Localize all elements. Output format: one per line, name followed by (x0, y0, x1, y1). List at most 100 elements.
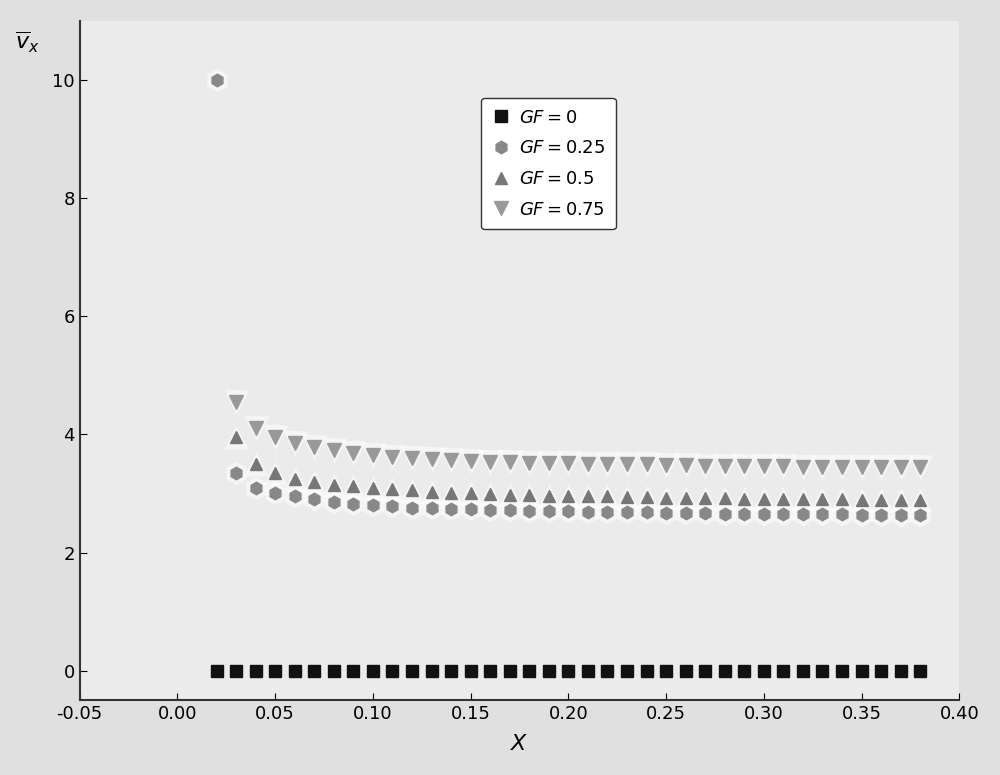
$GF = 0.75$ (269, 432, 281, 442)
$GF = 0.25$ (856, 510, 868, 519)
$GF = 0.25$ (660, 508, 672, 518)
$GF = 0.5$ (543, 491, 555, 501)
$GF = 0.5$ (816, 494, 828, 504)
$GF = 0.25$ (250, 483, 262, 492)
$GF = 0.25$ (504, 505, 516, 515)
$GF = 0$ (641, 666, 653, 675)
$GF = 0$ (347, 666, 359, 675)
$GF = 0$ (484, 666, 496, 675)
$GF = 0.75$ (895, 463, 907, 472)
$GF = 0.75$ (641, 460, 653, 469)
$GF = 0.5$ (719, 494, 731, 503)
$GF = 0.75$ (719, 461, 731, 470)
$GF = 0$ (211, 666, 223, 675)
$GF = 0$ (719, 666, 731, 675)
$GF = 0.25$ (582, 507, 594, 516)
Line: $GF = 0$: $GF = 0$ (211, 665, 926, 677)
$GF = 0.75$ (386, 452, 398, 461)
$GF = 0.25$ (816, 509, 828, 518)
$GF = 0.5$ (367, 483, 379, 492)
$GF = 0.75$ (426, 454, 438, 463)
$GF = 0.25$ (758, 509, 770, 518)
$GF = 0.75$ (504, 457, 516, 467)
$GF = 0.75$ (308, 443, 320, 452)
$GF = 0.25$ (289, 491, 301, 501)
$GF = 0.5$ (777, 494, 789, 504)
$GF = 0$ (269, 666, 281, 675)
$GF = 0.25$ (386, 501, 398, 511)
$GF = 0$ (406, 666, 418, 675)
$GF = 0$ (680, 666, 692, 675)
$GF = 0.75$ (445, 456, 457, 465)
$GF = 0.5$ (601, 491, 613, 501)
$GF = 0$ (250, 666, 262, 675)
$GF = 0.25$ (738, 509, 750, 518)
$GF = 0.75$ (836, 462, 848, 471)
$GF = 0.75$ (601, 460, 613, 469)
$GF = 0.75$ (660, 460, 672, 470)
$GF = 0.5$ (250, 460, 262, 469)
$GF = 0.25$ (367, 501, 379, 510)
$GF = 0.75$ (777, 462, 789, 471)
$GF = 0.25$ (328, 498, 340, 507)
$GF = 0.25$ (308, 494, 320, 504)
$GF = 0$ (230, 666, 242, 675)
$GF = 0.5$ (230, 432, 242, 442)
$GF = 0.5$ (426, 487, 438, 496)
$GF = 0$ (895, 666, 907, 675)
$GF = 0.75$ (543, 459, 555, 468)
$GF = 0.25$ (641, 508, 653, 517)
Legend: $GF = 0$, $GF = 0.25$, $GF = 0.5$, $GF = 0.75$: $GF = 0$, $GF = 0.25$, $GF = 0.5$, $GF =… (481, 98, 616, 229)
$GF = 0$ (504, 666, 516, 675)
$GF = 0.25$ (406, 503, 418, 512)
$GF = 0.75$ (347, 448, 359, 457)
$GF = 0.5$ (386, 484, 398, 494)
$GF = 0.25$ (601, 507, 613, 516)
$GF = 0$ (836, 666, 848, 675)
$GF = 0$ (328, 666, 340, 675)
$GF = 0.25$ (562, 507, 574, 516)
$GF = 0$ (426, 666, 438, 675)
$GF = 0.75$ (758, 462, 770, 471)
$GF = 0.25$ (797, 509, 809, 518)
Line: $GF = 0.25$: $GF = 0.25$ (210, 74, 926, 522)
$GF = 0.25$ (914, 511, 926, 520)
$GF = 0.25$ (680, 508, 692, 518)
$GF = 0.75$ (856, 463, 868, 472)
$GF = 0.5$ (484, 489, 496, 498)
$GF = 0$ (445, 666, 457, 675)
$GF = 0$ (601, 666, 613, 675)
$GF = 0.25$ (836, 509, 848, 518)
$GF = 0.75$ (250, 424, 262, 433)
$GF = 0.5$ (660, 493, 672, 502)
$GF = 0$ (816, 666, 828, 675)
$GF = 0.25$ (426, 504, 438, 513)
$GF = 0$ (523, 666, 535, 675)
Y-axis label: $\overline{v}_x$: $\overline{v}_x$ (15, 29, 39, 55)
$GF = 0.75$ (562, 459, 574, 468)
$GF = 0.75$ (797, 462, 809, 471)
$GF = 0.75$ (621, 460, 633, 469)
$GF = 0$ (308, 666, 320, 675)
$GF = 0$ (758, 666, 770, 675)
$GF = 0$ (386, 666, 398, 675)
$GF = 0.75$ (914, 463, 926, 472)
$GF = 0.75$ (875, 463, 887, 472)
$GF = 0.5$ (582, 491, 594, 501)
$GF = 0.25$ (211, 75, 223, 84)
$GF = 0.5$ (797, 494, 809, 504)
$GF = 0.75$ (465, 456, 477, 466)
$GF = 0.5$ (641, 492, 653, 501)
$GF = 0.5$ (347, 482, 359, 491)
$GF = 0.75$ (699, 461, 711, 470)
$GF = 0.25$ (543, 507, 555, 516)
$GF = 0.75$ (582, 460, 594, 469)
$GF = 0.25$ (699, 508, 711, 518)
$GF = 0$ (914, 666, 926, 675)
$GF = 0.5$ (406, 486, 418, 495)
$GF = 0.25$ (523, 506, 535, 515)
$GF = 0.5$ (914, 495, 926, 505)
$GF = 0$ (465, 666, 477, 675)
$GF = 0.5$ (836, 494, 848, 504)
$GF = 0.25$ (269, 489, 281, 498)
